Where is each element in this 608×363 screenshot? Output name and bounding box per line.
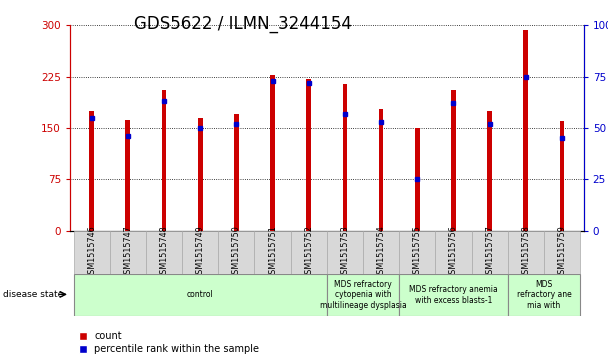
Text: GSM1515755: GSM1515755 [413, 225, 422, 279]
Text: GSM1515750: GSM1515750 [232, 225, 241, 279]
FancyBboxPatch shape [399, 274, 508, 316]
Bar [306, 79, 311, 231]
Bar [162, 90, 167, 231]
Text: GSM1515759: GSM1515759 [558, 225, 567, 279]
Bar [415, 128, 420, 231]
Bar [270, 75, 275, 231]
FancyBboxPatch shape [399, 231, 435, 274]
Text: GSM1515751: GSM1515751 [268, 225, 277, 279]
Text: GSM1515754: GSM1515754 [376, 225, 385, 279]
FancyBboxPatch shape [254, 231, 291, 274]
Bar [89, 111, 94, 231]
FancyBboxPatch shape [74, 274, 327, 316]
FancyBboxPatch shape [508, 231, 544, 274]
Text: MDS refractory
cytopenia with
multilineage dysplasia: MDS refractory cytopenia with multilinea… [320, 280, 406, 310]
Text: MDS refractory anemia
with excess blasts-1: MDS refractory anemia with excess blasts… [409, 285, 498, 305]
FancyBboxPatch shape [544, 231, 580, 274]
Bar [523, 30, 528, 231]
Text: GSM1515749: GSM1515749 [196, 225, 205, 279]
Bar [559, 121, 564, 231]
Text: GSM1515746: GSM1515746 [87, 225, 96, 279]
Text: disease state: disease state [3, 290, 63, 299]
Text: GSM1515752: GSM1515752 [304, 225, 313, 279]
FancyBboxPatch shape [182, 231, 218, 274]
Text: MDS
refractory ane
mia with: MDS refractory ane mia with [517, 280, 572, 310]
FancyBboxPatch shape [146, 231, 182, 274]
FancyBboxPatch shape [327, 231, 363, 274]
Text: GSM1515753: GSM1515753 [340, 225, 350, 279]
FancyBboxPatch shape [508, 274, 580, 316]
Text: GSM1515747: GSM1515747 [123, 225, 133, 279]
FancyBboxPatch shape [363, 231, 399, 274]
FancyBboxPatch shape [435, 231, 472, 274]
Bar [451, 90, 456, 231]
Text: GSM1515756: GSM1515756 [449, 225, 458, 279]
Bar [487, 111, 492, 231]
Legend: count, percentile rank within the sample: count, percentile rank within the sample [75, 327, 263, 358]
Bar [379, 109, 384, 231]
Bar [342, 83, 347, 231]
FancyBboxPatch shape [472, 231, 508, 274]
Bar [234, 114, 239, 231]
Text: control: control [187, 290, 213, 299]
FancyBboxPatch shape [74, 231, 109, 274]
FancyBboxPatch shape [109, 231, 146, 274]
FancyBboxPatch shape [327, 274, 399, 316]
FancyBboxPatch shape [291, 231, 327, 274]
Text: GSM1515758: GSM1515758 [521, 225, 530, 279]
FancyBboxPatch shape [218, 231, 254, 274]
Text: GDS5622 / ILMN_3244154: GDS5622 / ILMN_3244154 [134, 15, 351, 33]
Bar [125, 120, 130, 231]
Text: GSM1515748: GSM1515748 [159, 225, 168, 279]
Bar [198, 118, 202, 231]
Text: GSM1515757: GSM1515757 [485, 225, 494, 279]
